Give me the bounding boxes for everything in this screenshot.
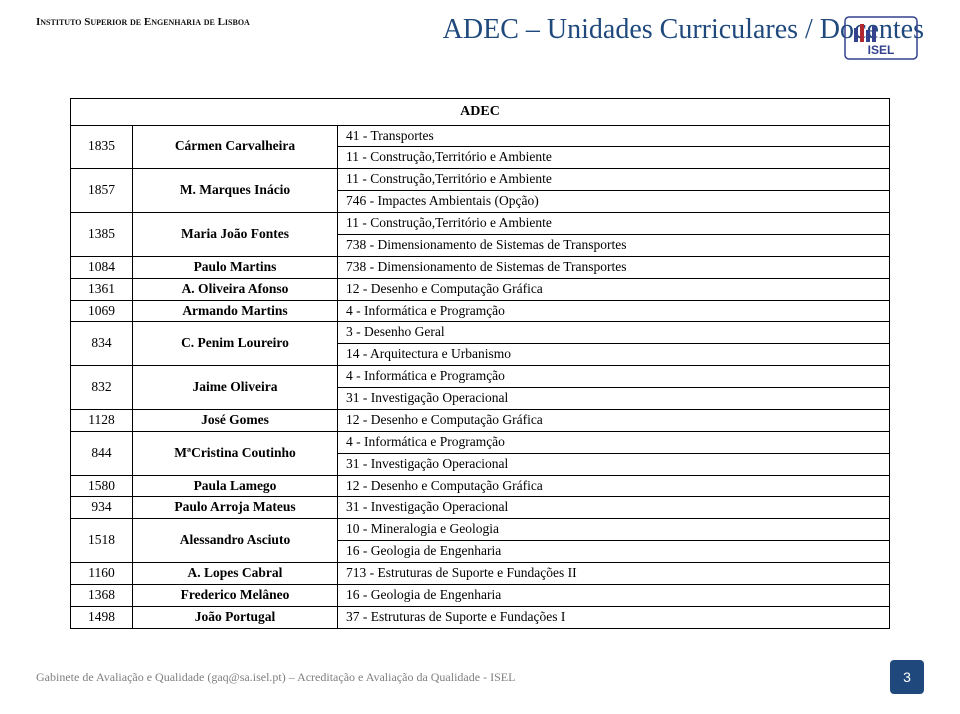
docentes-table: ADEC 1835Cármen Carvalheira41 - Transpor… [70,98,890,629]
cell-id: 834 [71,322,133,366]
cell-course: 11 - Construção,Território e Ambiente [338,169,890,191]
cell-name: Frederico Melâneo [133,584,338,606]
logo-text: ISEL [868,43,895,57]
cell-name: Paula Lamego [133,475,338,497]
table-row: 1361A. Oliveira Afonso12 - Desenho e Com… [71,278,890,300]
table-row: 1498João Portugal37 - Estruturas de Supo… [71,606,890,628]
cell-name: Paulo Arroja Mateus [133,497,338,519]
docentes-table-wrap: ADEC 1835Cármen Carvalheira41 - Transpor… [70,98,890,629]
cell-course: 16 - Geologia de Engenharia [338,584,890,606]
footer-text: Gabinete de Avaliação e Qualidade (gaq@s… [36,670,515,685]
cell-name: Cármen Carvalheira [133,125,338,169]
cell-course: 41 - Transportes [338,125,890,147]
table-row: 1580Paula Lamego12 - Desenho e Computaçã… [71,475,890,497]
cell-id: 1518 [71,519,133,563]
cell-id: 1160 [71,563,133,585]
cell-course: 738 - Dimensionamento de Sistemas de Tra… [338,256,890,278]
table-row: 844MªCristina Coutinho4 - Informática e … [71,431,890,453]
cell-name: M. Marques Inácio [133,169,338,213]
cell-course: 746 - Impactes Ambientais (Opção) [338,191,890,213]
cell-id: 934 [71,497,133,519]
table-row: 1518Alessandro Asciuto10 - Mineralogia e… [71,519,890,541]
cell-course: 4 - Informática e Programção [338,366,890,388]
cell-name: Armando Martins [133,300,338,322]
cell-course: 10 - Mineralogia e Geologia [338,519,890,541]
cell-course: 37 - Estruturas de Suporte e Fundações I [338,606,890,628]
cell-course: 11 - Construção,Território e Ambiente [338,213,890,235]
table-row: 1128José Gomes12 - Desenho e Computação … [71,409,890,431]
institution-name: Instituto Superior de Engenharia de Lisb… [36,14,250,28]
cell-course: 4 - Informática e Programção [338,431,890,453]
cell-course: 31 - Investigação Operacional [338,453,890,475]
cell-name: C. Penim Loureiro [133,322,338,366]
cell-name: A. Lopes Cabral [133,563,338,585]
header: Instituto Superior de Engenharia de Lisb… [36,14,924,46]
cell-course: 4 - Informática e Programção [338,300,890,322]
cell-name: Jaime Oliveira [133,366,338,410]
cell-id: 1580 [71,475,133,497]
cell-course: 11 - Construção,Território e Ambiente [338,147,890,169]
table-row: 834C. Penim Loureiro3 - Desenho Geral [71,322,890,344]
cell-course: 738 - Dimensionamento de Sistemas de Tra… [338,234,890,256]
cell-course: 16 - Geologia de Engenharia [338,541,890,563]
table-row: 832Jaime Oliveira4 - Informática e Progr… [71,366,890,388]
cell-id: 1361 [71,278,133,300]
cell-course: 713 - Estruturas de Suporte e Fundações … [338,563,890,585]
cell-course: 12 - Desenho e Computação Gráfica [338,475,890,497]
table-heading: ADEC [71,99,890,126]
page-number-badge: 3 [890,660,924,694]
cell-id: 1498 [71,606,133,628]
cell-id: 832 [71,366,133,410]
isel-logo: ISEL [844,16,918,60]
table-row: 934Paulo Arroja Mateus31 - Investigação … [71,497,890,519]
footer: Gabinete de Avaliação e Qualidade (gaq@s… [36,660,924,694]
table-row: 1160A. Lopes Cabral713 - Estruturas de S… [71,563,890,585]
cell-course: 12 - Desenho e Computação Gráfica [338,409,890,431]
cell-id: 1385 [71,213,133,257]
cell-course: 3 - Desenho Geral [338,322,890,344]
cell-id: 1368 [71,584,133,606]
cell-id: 1069 [71,300,133,322]
cell-course: 31 - Investigação Operacional [338,388,890,410]
cell-name: Maria João Fontes [133,213,338,257]
cell-name: José Gomes [133,409,338,431]
cell-name: MªCristina Coutinho [133,431,338,475]
table-row: 1835Cármen Carvalheira41 - Transportes [71,125,890,147]
table-row: 1385Maria João Fontes11 - Construção,Ter… [71,213,890,235]
cell-id: 844 [71,431,133,475]
cell-course: 14 - Arquitectura e Urbanismo [338,344,890,366]
cell-name: Alessandro Asciuto [133,519,338,563]
cell-id: 1084 [71,256,133,278]
cell-course: 12 - Desenho e Computação Gráfica [338,278,890,300]
cell-name: João Portugal [133,606,338,628]
table-row: 1084Paulo Martins738 - Dimensionamento d… [71,256,890,278]
table-row: 1069Armando Martins4 - Informática e Pro… [71,300,890,322]
cell-id: 1857 [71,169,133,213]
cell-id: 1835 [71,125,133,169]
cell-name: A. Oliveira Afonso [133,278,338,300]
cell-course: 31 - Investigação Operacional [338,497,890,519]
cell-name: Paulo Martins [133,256,338,278]
table-row: 1368Frederico Melâneo16 - Geologia de En… [71,584,890,606]
table-row: 1857M. Marques Inácio11 - Construção,Ter… [71,169,890,191]
cell-id: 1128 [71,409,133,431]
